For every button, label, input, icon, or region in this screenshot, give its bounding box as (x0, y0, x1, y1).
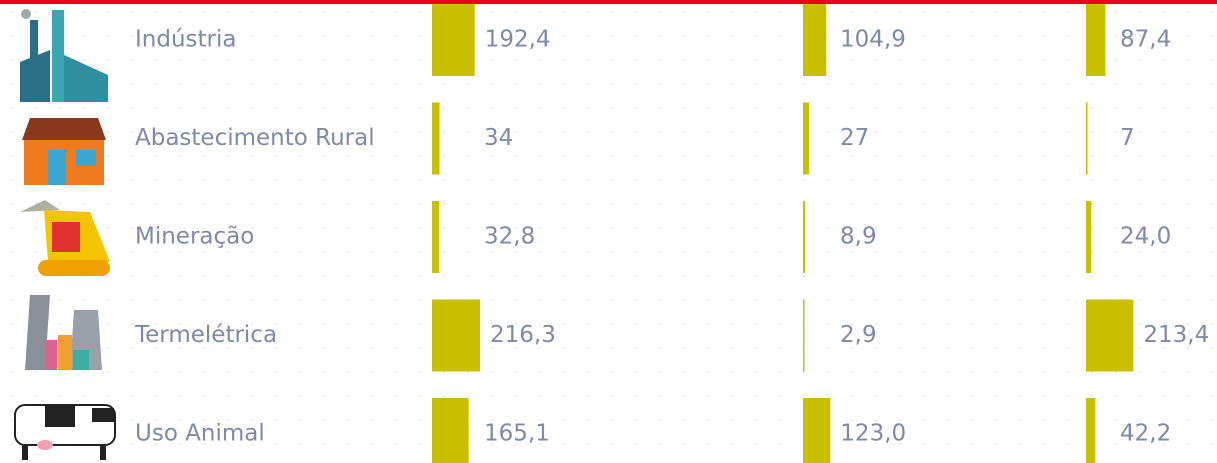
bar (803, 299, 805, 372)
value-label: 104,9 (840, 27, 906, 53)
bar (1086, 102, 1088, 175)
value-label: 213,4 (1143, 322, 1209, 348)
bar (1086, 299, 1134, 372)
bar (432, 398, 469, 463)
bar (1086, 201, 1092, 273)
value-label: 165,1 (484, 421, 550, 447)
thermal-icon (25, 295, 102, 370)
category-label: Uso Animal (135, 421, 265, 447)
category-label: Indústria (135, 27, 236, 53)
top-rule (0, 0, 1217, 4)
bar (432, 4, 475, 76)
bar (1086, 4, 1106, 76)
value-label: 2,9 (840, 322, 877, 348)
bar (432, 102, 440, 175)
rural-icon (22, 118, 106, 185)
value-label: 32,8 (484, 224, 535, 250)
bar (432, 299, 481, 372)
bar (432, 201, 440, 273)
category-label: Termelétrica (134, 322, 277, 348)
cow-icon (14, 404, 116, 460)
value-label: 24,0 (1120, 224, 1171, 250)
value-label: 27 (840, 125, 869, 151)
value-label: 8,9 (840, 224, 877, 250)
category-label: Mineração (135, 224, 254, 250)
industry-icon (20, 9, 108, 102)
bar (803, 4, 827, 76)
bar (803, 102, 809, 175)
value-label: 7 (1120, 125, 1135, 151)
category-label: Abastecimento Rural (135, 125, 375, 151)
value-label: 87,4 (1120, 27, 1171, 53)
bar (803, 398, 831, 463)
value-label: 34 (484, 125, 513, 151)
value-label: 192,4 (485, 27, 551, 53)
value-label: 216,3 (490, 322, 556, 348)
mining-icon (20, 200, 110, 276)
value-label: 123,0 (840, 421, 906, 447)
bar (803, 201, 805, 273)
value-label: 42,2 (1120, 421, 1171, 447)
bar (1086, 398, 1096, 463)
